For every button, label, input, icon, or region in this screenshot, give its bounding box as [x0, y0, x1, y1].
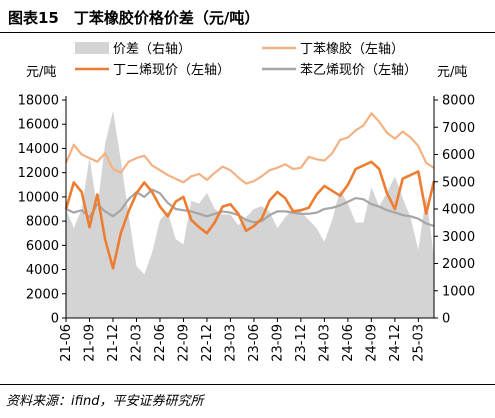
x-tick-label: 23-03	[223, 324, 238, 362]
left-tick-label: 14000	[18, 142, 59, 157]
legend: 价差（右轴） 丁苯橡胶（左轴） 丁二烯现价（左轴） 苯乙烯现价（左轴）	[75, 41, 417, 78]
x-tick-label: 24-12	[388, 324, 403, 362]
left-tick-label: 8000	[26, 215, 59, 230]
series-sbr-line	[64, 112, 435, 185]
axes-layer: 0200040006000800010000120001400016000180…	[18, 65, 475, 362]
left-tick-label: 0	[51, 312, 59, 327]
legend-swatch-spread	[75, 42, 109, 54]
left-tick-label: 16000	[18, 118, 59, 133]
line-series-layer	[64, 112, 436, 270]
x-tick-label: 24-03	[317, 324, 332, 362]
series-spread-area	[66, 110, 434, 319]
series-styrene-line	[65, 188, 435, 228]
right-tick-label: 3000	[442, 230, 475, 245]
x-tick-label: 22-03	[129, 324, 144, 362]
x-tick-label: 22-09	[176, 324, 191, 362]
right-tick-label: 6000	[442, 148, 475, 163]
series-butadiene-line	[64, 160, 436, 270]
right-tick-label: 7000	[442, 121, 475, 136]
right-tick-label: 0	[442, 312, 450, 327]
x-tick-label: 23-06	[247, 324, 262, 362]
left-tick-label: 18000	[18, 94, 59, 109]
x-tick-label: 23-09	[270, 324, 285, 362]
right-tick-label: 1000	[442, 284, 475, 299]
right-tick-label: 5000	[442, 175, 475, 190]
source-rule	[0, 384, 495, 385]
legend-label-styrene: 苯乙烯现价（左轴）	[300, 63, 417, 78]
title-rule	[0, 32, 495, 33]
x-tick-label: 25-03	[411, 324, 426, 362]
left-tick-label: 10000	[18, 190, 59, 205]
x-tick-label: 21-06	[59, 324, 74, 362]
left-axis-unit: 元/吨	[26, 65, 56, 80]
left-tick-label: 4000	[26, 263, 59, 278]
x-tick-label: 21-12	[106, 324, 121, 362]
legend-label-butadiene: 丁二烯现价（左轴）	[113, 63, 230, 78]
right-tick-label: 8000	[442, 94, 475, 109]
right-tick-label: 2000	[442, 257, 475, 272]
source-note: 资料来源：ifind，平安证券研究所	[6, 394, 204, 409]
x-tick-label: 22-06	[153, 324, 168, 362]
right-axis-unit: 元/吨	[437, 65, 467, 80]
legend-label-spread: 价差（右轴）	[113, 42, 191, 57]
left-tick-label: 12000	[18, 166, 59, 181]
x-tick-label: 22-12	[200, 324, 215, 362]
x-tick-label: 21-09	[82, 324, 97, 362]
x-tick-label: 24-09	[364, 324, 379, 362]
x-tick-label: 23-12	[294, 324, 309, 362]
chart-title: 图表15 丁苯橡胶价格价差（元/吨）	[8, 9, 260, 27]
left-tick-label: 2000	[26, 287, 59, 302]
x-tick-label: 24-06	[341, 324, 356, 362]
left-tick-label: 6000	[26, 239, 59, 254]
right-tick-label: 4000	[442, 203, 475, 218]
spread-area-layer	[66, 110, 434, 319]
legend-label-sbr: 丁苯橡胶（左轴）	[300, 41, 404, 57]
